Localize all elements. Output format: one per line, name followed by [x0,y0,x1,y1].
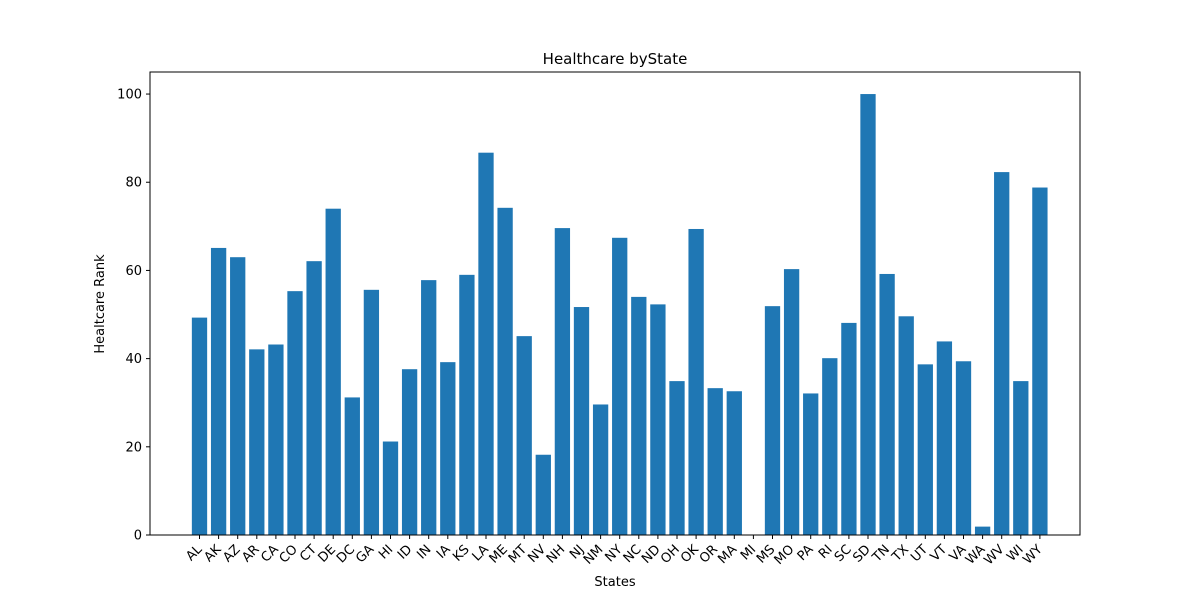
y-tick-label: 60 [125,264,142,279]
bar-dc [344,397,360,535]
bar-wy [1032,187,1048,535]
bar-mt [516,336,532,535]
y-tick-label: 20 [125,440,142,455]
x-tick-label: MA [715,542,740,567]
bar-la [478,152,494,535]
x-tick-label: MO [772,542,798,568]
bar-ar [249,349,265,535]
bar-az [230,257,246,535]
bar-co [287,291,303,535]
bar-tn [879,273,895,535]
bar-ca [268,344,284,535]
bar-va [955,361,972,535]
y-tick-label: 40 [125,352,142,367]
x-tick-label: WV [982,542,1008,568]
bar-wv [994,172,1010,535]
bar-me [497,207,513,535]
x-tick-label: RI [816,542,836,562]
y-tick-label: 80 [125,176,142,191]
bar-de [325,208,341,535]
x-tick-label: ID [395,542,415,562]
bar-tx [898,316,914,535]
x-tick-label: PA [795,542,817,564]
x-tick-label: NH [544,542,568,566]
bar-nc [631,296,647,535]
bar-oh [669,381,685,535]
bar-nv [535,454,551,535]
bar-ri [822,358,838,535]
bar-pa [803,393,819,535]
bar-ma [726,391,742,535]
bar-wa [974,526,991,535]
bar-mo [783,269,800,535]
bar-vt [936,341,953,535]
chart-title: Healthcare byState [543,50,688,68]
x-tick-label: HI [376,542,396,562]
bar-ny [612,237,628,536]
bars-group [191,94,1048,536]
bar-id [401,369,418,535]
bar-ks [459,274,475,535]
bar-sc [841,322,857,535]
bar-or [707,388,723,535]
y-tick-label: 100 [117,88,142,103]
bar-ia [440,362,456,535]
bar-nh [554,228,571,535]
bar-hi [382,441,399,535]
x-tick-label: WY [1020,542,1045,567]
bar-ak [210,247,227,535]
x-tick-label: IN [414,542,434,562]
bar-sd [860,94,876,536]
bar-ms [764,306,781,535]
bar-nj [573,307,590,535]
bar-ga [363,289,380,535]
y-axis: 0 20 40 60 80 100 [117,88,150,544]
bar-ct [306,261,322,535]
plot-frame [149,71,1081,536]
bar-wi [1013,381,1029,535]
bar-al [191,317,208,535]
x-tick-label: GA [353,542,377,566]
y-axis-label: Healtcare Rank [93,254,108,354]
x-axis-label: States [594,575,635,590]
bar-nm [592,404,609,535]
bar-ok [688,228,704,536]
x-tick-label: IA [434,542,454,562]
y-tick-label: 0 [134,529,142,544]
bar-in [421,280,437,535]
bar-nd [650,304,666,535]
bar-ut [917,364,933,535]
